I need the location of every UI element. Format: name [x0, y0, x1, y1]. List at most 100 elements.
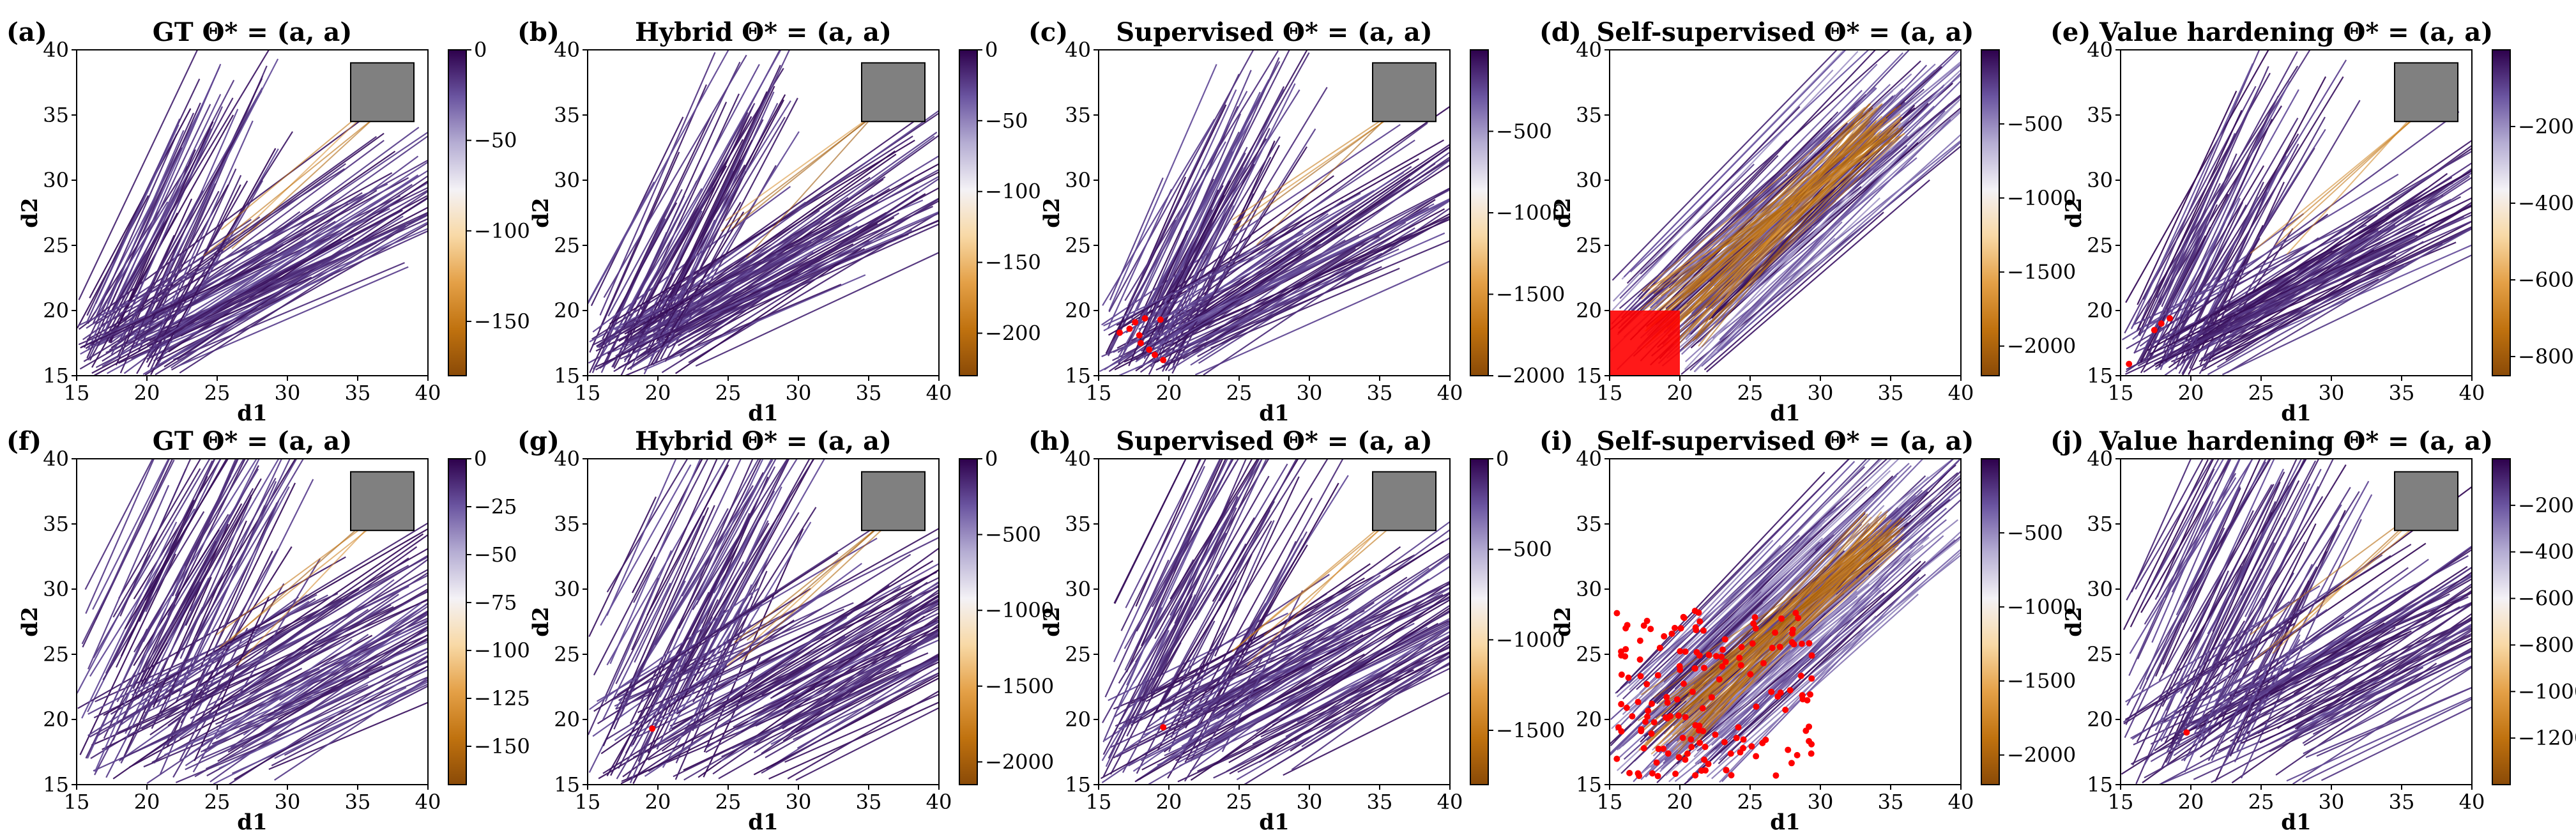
trajectory-line [595, 272, 799, 367]
trajectory-line [1179, 143, 1450, 326]
trajectory-line [696, 459, 777, 605]
trajectory-line [2301, 633, 2472, 712]
trajectory-line [146, 459, 258, 634]
y-tick-label: 15 [1065, 364, 1091, 388]
optimal-trajectory [216, 519, 372, 636]
panel-title: Hybrid Θ* = (a, a) [635, 17, 892, 47]
trajectory-line [1127, 73, 1240, 307]
trajectory-line [151, 565, 233, 729]
trajectory-line [1152, 209, 1230, 359]
trajectory-line [1221, 590, 1304, 753]
trajectory-line [1301, 652, 1450, 748]
dataset-point [1728, 772, 1735, 779]
colorbar-tick-label: 0 [985, 447, 998, 471]
y-tick-label: 15 [1576, 772, 1602, 797]
trajectory-line [2168, 622, 2385, 755]
y-tick-label: 35 [2087, 512, 2113, 536]
dataset-point [1788, 639, 1795, 646]
dataset-point [1625, 674, 1632, 681]
y-tick-label: 40 [2087, 447, 2113, 471]
colorbar [959, 458, 978, 785]
trajectory-line [1719, 615, 1877, 783]
dataset-point [1727, 750, 1734, 757]
panel-title: GT Θ* = (a, a) [153, 17, 353, 47]
trajectory-line [1213, 592, 1450, 766]
optimal-trajectory [2272, 514, 2416, 649]
colorbar [1981, 458, 2000, 785]
trajectory-line [627, 109, 939, 334]
trajectory-line [591, 203, 874, 346]
goal-region [1372, 62, 1437, 123]
dataset-point [1795, 615, 1802, 622]
panel-j: 15 20 25 30 35 40 15 20 25 30 35 40 d1 d2 (j) Value har… [2050, 426, 2576, 830]
trajectory-line [751, 619, 939, 702]
trajectory-line [663, 459, 764, 668]
trajectory-line [747, 596, 939, 702]
trajectory-line [664, 94, 786, 314]
trajectory-line [102, 511, 205, 680]
trajectory-line [1180, 146, 1450, 331]
colorbar-tick-label: −50 [474, 542, 517, 567]
dataset-point [2158, 320, 2165, 327]
dataset-point [1643, 680, 1650, 688]
panel-label: (a) [6, 17, 47, 47]
y-tick-label: 35 [43, 103, 69, 127]
dataset-point [1157, 316, 1164, 323]
colorbar-tick-label: −1200 [2518, 726, 2576, 750]
x-tick-label: 15 [575, 381, 601, 405]
trajectory-line [1205, 187, 1450, 341]
trajectory-line [1612, 50, 1838, 281]
trajectory-line [185, 605, 428, 767]
trajectory-line [600, 464, 692, 626]
trajectory-line [148, 78, 263, 316]
trajectory-line [1629, 50, 1870, 273]
trajectory-line [2160, 222, 2226, 371]
trajectory-line [2162, 459, 2261, 674]
trajectory-line [194, 596, 270, 762]
x-tick-label: 20 [645, 790, 671, 814]
dataset-point [1738, 643, 1745, 650]
dataset-point [1650, 719, 1658, 726]
colorbar-tick-label: −75 [474, 590, 517, 615]
dataset-point [1640, 745, 1647, 752]
dataset-point [1682, 648, 1689, 655]
x-tick-label: 40 [2459, 790, 2485, 814]
trajectory-line [616, 176, 886, 348]
dataset-point [1788, 760, 1795, 767]
trajectory-line [1144, 70, 1252, 317]
trajectory-line [650, 211, 745, 366]
y-axis-label: d2 [17, 197, 43, 227]
trajectory-line [1663, 541, 1800, 683]
optimal-trajectory [220, 104, 372, 231]
trajectory-line [2162, 527, 2225, 665]
dataset-point [1753, 753, 1760, 760]
trajectory-line [1135, 459, 1201, 607]
x-tick-label: 35 [1367, 790, 1393, 814]
trajectory-line [2197, 59, 2347, 305]
y-tick-label: 30 [1065, 577, 1091, 601]
trajectory-line [795, 707, 939, 781]
trajectory-line [119, 668, 303, 760]
trajectory-line [648, 626, 939, 761]
dataset-point [1701, 665, 1708, 672]
trajectory-line [105, 460, 213, 674]
y-tick-label: 30 [43, 577, 69, 601]
colorbar-tick-label: −25 [474, 495, 517, 519]
trajectory-line [2211, 564, 2313, 762]
trajectory-line [179, 486, 290, 693]
trajectory-line [103, 528, 428, 716]
trajectory-line [1255, 651, 1450, 737]
trajectory-line [2123, 459, 2209, 631]
trajectory-line [2199, 100, 2361, 374]
trajectory-line [2147, 171, 2470, 351]
dataset-point [1649, 700, 1656, 707]
trajectory-line [2133, 183, 2221, 354]
trajectory-line [1699, 80, 1961, 342]
dataset-point [1733, 735, 1740, 742]
y-tick-label: 40 [1576, 38, 1602, 62]
trajectory-line [1181, 587, 1450, 748]
trajectory-line [1210, 268, 1400, 349]
trajectory-line [1628, 459, 1850, 684]
dataset-point [1640, 622, 1647, 629]
trajectory-line [1176, 546, 1401, 711]
